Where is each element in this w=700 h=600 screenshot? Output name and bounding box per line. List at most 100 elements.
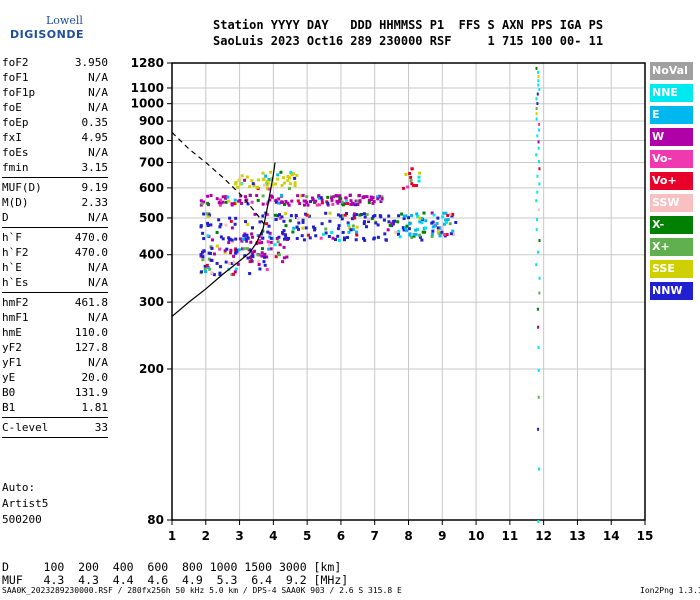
echo-point — [376, 223, 380, 227]
param-name: h`F — [2, 231, 22, 244]
echo-point — [321, 232, 325, 236]
echo-point — [206, 266, 210, 270]
echo-point — [353, 216, 357, 220]
echo-point — [233, 198, 237, 202]
echo-point — [311, 225, 315, 229]
echo-point — [324, 211, 328, 215]
echo-point — [315, 203, 319, 207]
echo-point — [289, 214, 293, 218]
echo-point — [442, 232, 446, 236]
echo-point — [229, 248, 233, 252]
echo-point — [405, 224, 409, 228]
echo-point — [407, 216, 411, 220]
autoscaling-info: Auto: Artist5 500200 — [2, 480, 48, 528]
echo-point — [283, 233, 287, 237]
echo-point — [267, 187, 271, 191]
echo-point — [436, 226, 440, 230]
echo-point — [535, 263, 538, 267]
echo-point — [301, 193, 305, 197]
echo-point — [217, 201, 221, 205]
echo-point — [328, 211, 332, 215]
echo-point — [261, 202, 265, 206]
echo-point — [284, 224, 288, 228]
echo-point — [261, 194, 265, 198]
y-tick-label: 1000 — [131, 97, 164, 111]
legend-item-nne: NNE — [650, 84, 693, 102]
echo-point — [239, 182, 243, 186]
echo-point — [415, 212, 419, 216]
echo-point — [261, 229, 265, 233]
param-value: N/A — [88, 276, 108, 289]
echo-point — [397, 232, 401, 236]
param-value: 110.0 — [74, 326, 108, 339]
echo-point — [258, 220, 262, 224]
echo-point — [535, 97, 538, 101]
echo-point — [383, 232, 387, 236]
echo-point — [219, 222, 223, 226]
param-row: foE N/A — [2, 100, 108, 115]
echo-point — [200, 270, 204, 274]
echo-point — [274, 200, 278, 204]
echo-point — [406, 185, 410, 189]
echo-point — [357, 194, 361, 198]
param-value: 461.8 — [74, 296, 108, 309]
echo-point — [258, 238, 262, 242]
echo-point — [245, 239, 249, 243]
echo-point — [207, 257, 211, 261]
param-value: 131.9 — [74, 386, 108, 399]
echo-point — [243, 232, 247, 236]
echo-point — [266, 240, 270, 244]
echo-point — [331, 202, 335, 206]
echo-point — [404, 226, 408, 230]
param-row: M(D) 2.33 — [2, 195, 108, 210]
echo-point — [538, 87, 541, 91]
echo-point — [537, 427, 540, 431]
echo-point — [356, 199, 360, 203]
echo-point — [293, 184, 297, 188]
echo-point — [410, 235, 414, 239]
echo-point — [230, 238, 234, 242]
echo-point — [274, 199, 278, 203]
echo-point — [538, 182, 541, 186]
echo-point — [284, 212, 288, 216]
echo-point — [265, 202, 269, 206]
echo-point — [206, 194, 210, 198]
echo-point — [296, 194, 300, 198]
echo-point — [230, 226, 234, 230]
echo-point — [267, 243, 271, 247]
echo-point — [328, 219, 332, 223]
echo-point — [234, 251, 238, 255]
echo-point — [334, 193, 338, 197]
echo-point — [367, 219, 371, 223]
echo-point — [218, 203, 222, 207]
echo-point — [537, 345, 540, 349]
echo-point — [410, 182, 414, 186]
echo-point — [234, 182, 238, 186]
echo-point — [354, 238, 358, 242]
echo-point — [221, 195, 225, 199]
param-name: hmF1 — [2, 311, 29, 324]
echo-point — [256, 178, 260, 182]
echo-point — [347, 223, 351, 227]
echo-point — [408, 172, 412, 176]
footer-file-info: SAA0K_2023289230000.RSF / 280fx256h 50 k… — [2, 586, 402, 595]
echo-point — [245, 247, 249, 251]
auto-label: Auto: — [2, 481, 36, 494]
echo-point — [235, 248, 239, 252]
param-row: hmE 110.0 — [2, 325, 108, 340]
echo-point — [288, 182, 292, 186]
echo-point — [265, 183, 269, 187]
echo-point — [287, 236, 291, 240]
echo-point — [232, 202, 236, 206]
echo-point — [282, 245, 286, 249]
param-name: yE — [2, 371, 16, 384]
echo-point — [253, 212, 257, 216]
echo-point — [410, 213, 414, 217]
echo-point — [438, 234, 442, 238]
echo-point — [215, 244, 219, 248]
echo-point — [255, 193, 259, 197]
param-name: B1 — [2, 401, 16, 414]
echo-point — [251, 255, 255, 259]
echo-point — [444, 218, 448, 222]
